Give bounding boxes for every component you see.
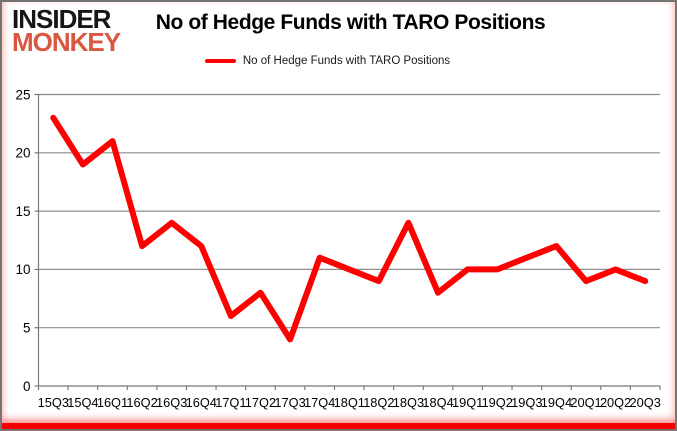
insider-monkey-logo: INSIDER MONKEY [12, 4, 121, 57]
logo-insider-text: INSIDER [12, 4, 111, 34]
line-chart: 051015202515Q315Q416Q116Q216Q316Q417Q117… [15, 87, 661, 410]
svg-text:16Q2: 16Q2 [126, 395, 157, 410]
svg-text:15: 15 [15, 204, 30, 219]
svg-text:19Q3: 19Q3 [511, 395, 542, 410]
chart-legend: No of Hedge Funds with TARO Positions [2, 55, 675, 67]
svg-text:16Q3: 16Q3 [156, 395, 187, 410]
svg-text:18Q2: 18Q2 [363, 395, 394, 410]
svg-text:17Q3: 17Q3 [274, 395, 305, 410]
svg-text:17Q4: 17Q4 [304, 395, 335, 410]
svg-text:20Q2: 20Q2 [600, 395, 631, 410]
svg-text:19Q1: 19Q1 [452, 395, 483, 410]
svg-text:18Q4: 18Q4 [422, 395, 453, 410]
logo-monkey-text: MONKEY [12, 26, 121, 57]
svg-text:15Q4: 15Q4 [67, 395, 98, 410]
svg-text:10: 10 [15, 262, 30, 277]
svg-text:19Q2: 19Q2 [482, 395, 513, 410]
svg-text:18Q3: 18Q3 [393, 395, 424, 410]
legend-label: No of Hedge Funds with TARO Positions [242, 55, 451, 67]
svg-text:17Q2: 17Q2 [245, 395, 276, 410]
svg-text:19Q4: 19Q4 [541, 395, 572, 410]
svg-text:18Q1: 18Q1 [334, 395, 365, 410]
chart-title: No of Hedge Funds with TARO Positions [155, 11, 546, 34]
bottom-red-bar [2, 423, 675, 429]
svg-text:16Q1: 16Q1 [97, 395, 128, 410]
svg-text:17Q1: 17Q1 [215, 395, 246, 410]
svg-text:25: 25 [15, 87, 30, 102]
svg-text:20Q1: 20Q1 [570, 395, 601, 410]
legend-line-swatch-icon [204, 58, 236, 64]
svg-text:16Q4: 16Q4 [186, 395, 217, 410]
svg-text:20: 20 [15, 146, 30, 161]
svg-text:5: 5 [23, 321, 31, 336]
svg-text:0: 0 [23, 379, 31, 394]
svg-text:15Q3: 15Q3 [38, 395, 69, 410]
svg-text:20Q3: 20Q3 [630, 395, 661, 410]
